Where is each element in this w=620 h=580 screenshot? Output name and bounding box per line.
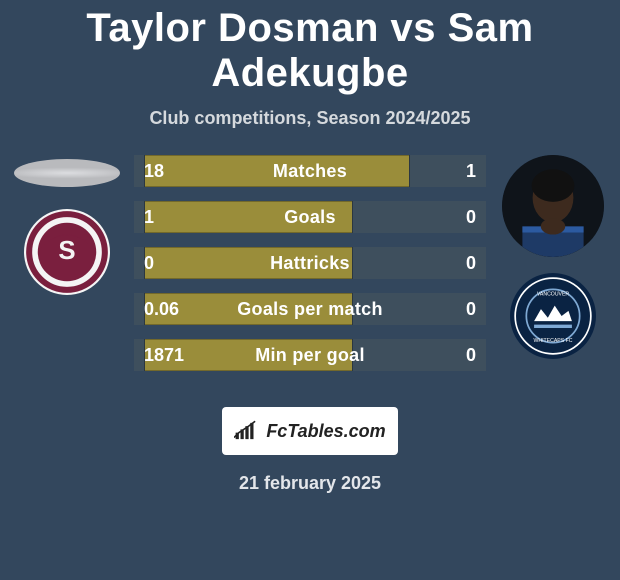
stat-label: Hattricks <box>134 247 486 279</box>
subtitle: Club competitions, Season 2024/2025 <box>10 108 610 129</box>
comparison-panel: S 181Matches 10Goals 00Hattricks 0.060Goals… <box>10 155 610 371</box>
stat-bars: 181Matches 10Goals 00Hattricks 0.060Goals p… <box>134 155 486 371</box>
watermark: FcTables.com <box>222 407 398 455</box>
stat-row: 10Goals <box>134 201 486 233</box>
stat-row: 181Matches <box>134 155 486 187</box>
player1-name: Taylor Dosman <box>86 6 379 50</box>
player2-photo <box>502 155 604 257</box>
stat-row: 0.060Goals per match <box>134 293 486 325</box>
date: 21 february 2025 <box>10 473 610 494</box>
stat-label: Goals per match <box>134 293 486 325</box>
stat-row: 00Hattricks <box>134 247 486 279</box>
vs-text: vs <box>391 6 437 50</box>
stat-label: Goals <box>134 201 486 233</box>
svg-text:VANCOUVER: VANCOUVER <box>537 291 570 297</box>
player1-photo <box>14 159 120 187</box>
whitecaps-logo-icon: VANCOUVER WHITECAPS FC <box>510 273 596 359</box>
left-side: S <box>12 155 122 295</box>
stat-row: 18710Min per goal <box>134 339 486 371</box>
svg-text:WHITECAPS FC: WHITECAPS FC <box>534 338 573 344</box>
stat-label: Min per goal <box>134 339 486 371</box>
player2-club-logo: VANCOUVER WHITECAPS FC <box>510 273 596 359</box>
watermark-text: FcTables.com <box>266 421 385 442</box>
saprissa-logo-icon: S <box>24 209 110 295</box>
stat-label: Matches <box>134 155 486 187</box>
chart-icon <box>234 420 260 442</box>
svg-text:S: S <box>58 237 75 265</box>
player1-club-logo: S <box>24 209 110 295</box>
right-side: VANCOUVER WHITECAPS FC <box>498 155 608 359</box>
page-title: Taylor Dosman vs Sam Adekugbe <box>10 0 610 102</box>
